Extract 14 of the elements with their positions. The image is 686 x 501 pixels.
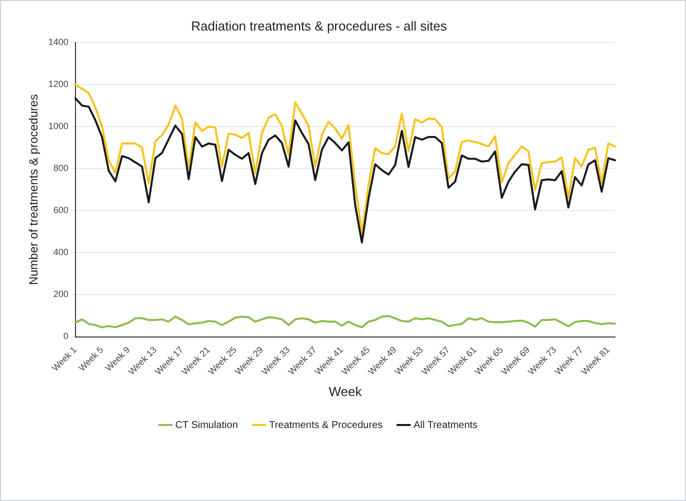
legend-label: Treatments & Procedures	[269, 420, 383, 431]
y-tick-label: 400	[53, 247, 68, 258]
y-axis-title: Number of treatments & procedures	[26, 94, 41, 286]
y-tick-label: 1200	[48, 79, 68, 90]
chart-title: Radiation treatments & procedures - all sites	[191, 18, 448, 34]
legend-label: All Treatments	[414, 420, 478, 431]
y-tick-label: 1000	[48, 121, 68, 132]
legend-label: CT Simulation	[175, 420, 238, 431]
y-tick-label: 0	[63, 331, 68, 342]
y-tick-label: 600	[53, 205, 68, 216]
y-tick-label: 200	[53, 289, 68, 300]
x-axis-title: Week	[328, 384, 362, 399]
y-tick-label: 800	[53, 163, 68, 174]
y-tick-label: 1400	[48, 37, 68, 48]
